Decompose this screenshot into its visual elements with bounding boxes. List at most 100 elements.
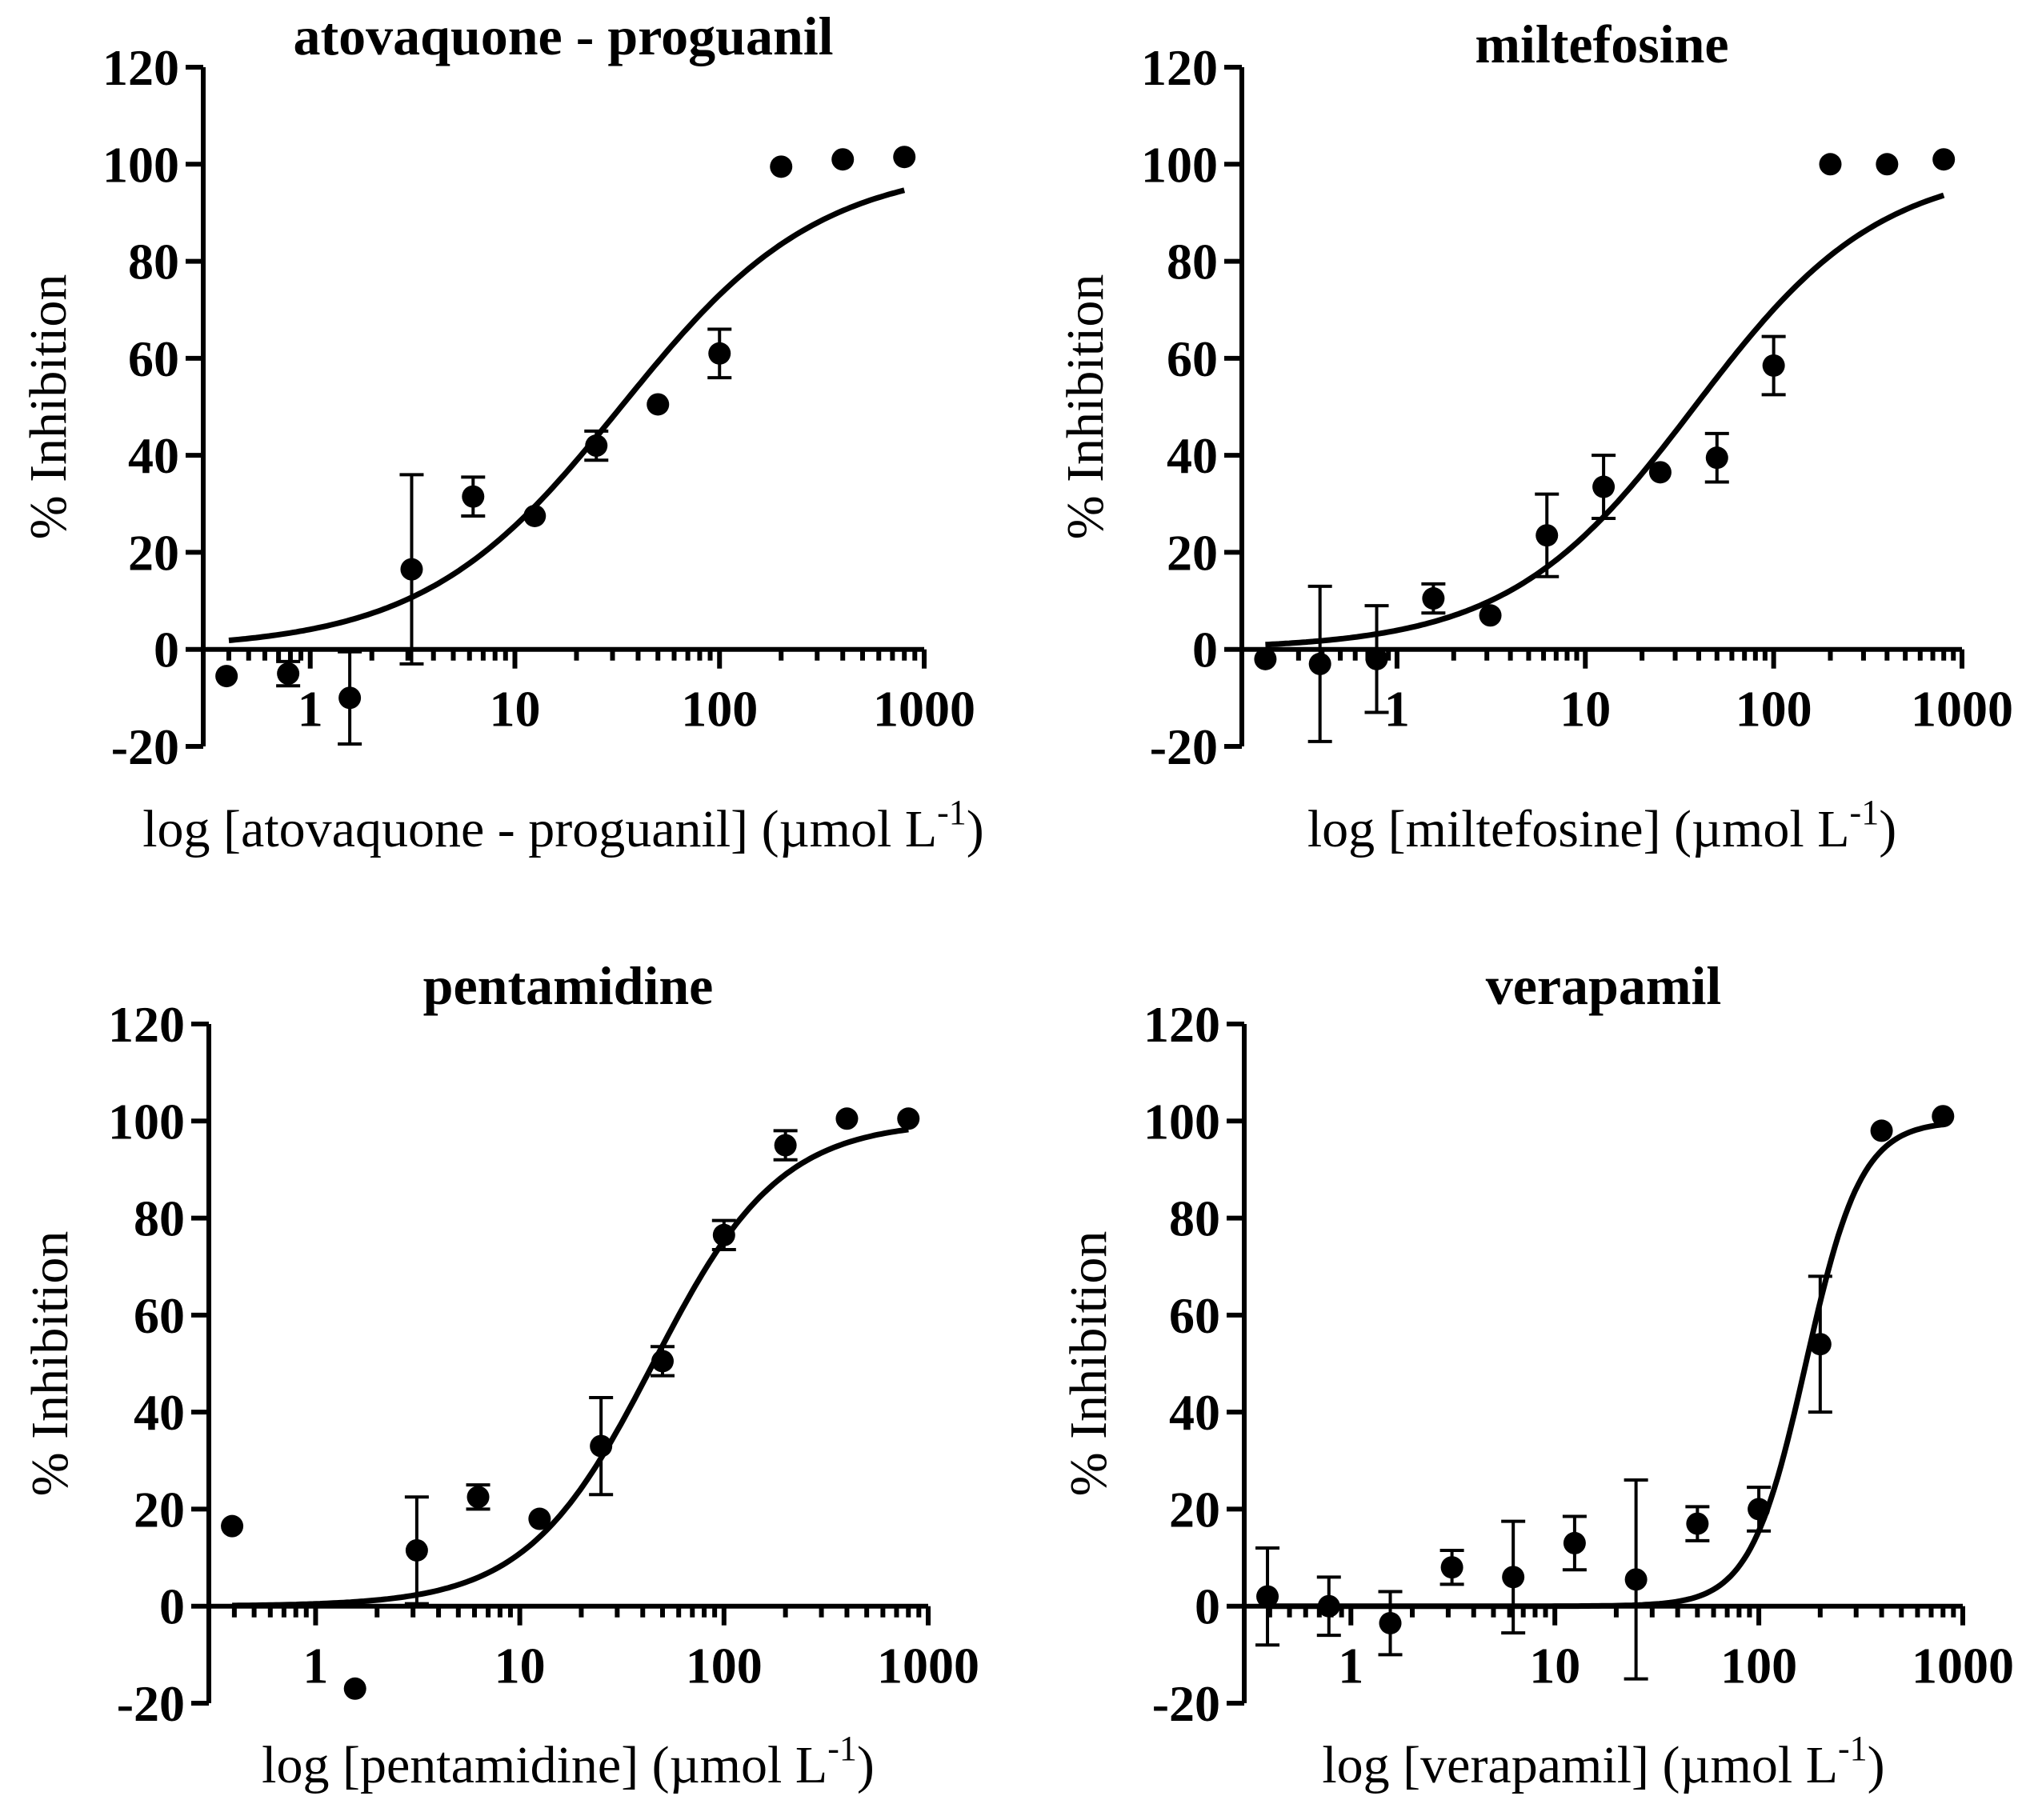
data-point: [462, 485, 485, 508]
data-point: [770, 155, 793, 178]
data-point: [1932, 148, 1956, 171]
fit-curve: [228, 187, 906, 643]
y-tick-label: 80: [134, 1190, 185, 1247]
data-point: [523, 504, 547, 527]
data-point: [585, 434, 608, 458]
y-tick-label: 40: [134, 1384, 185, 1441]
y-tick-label: 40: [128, 427, 179, 484]
fit-curve: [232, 1126, 909, 1609]
chart-panel-3: pentamidine 120 100 80 60 40 20 0 -20 1 10 100 1000%…: [21, 955, 979, 1794]
y-tick-label: 120: [102, 39, 179, 96]
x-axis-label-superscript: -1: [1850, 793, 1880, 832]
data-point: [897, 1107, 920, 1130]
data-point: [1317, 1594, 1340, 1618]
x-axis-label-superscript: -1: [937, 793, 967, 832]
data-point: [277, 662, 300, 686]
data-point: [1876, 153, 1899, 176]
data-point: [338, 686, 362, 710]
data-point: [1308, 652, 1331, 675]
x-axis-label-end: ): [1879, 800, 1896, 858]
x-axis-label-superscript: -1: [827, 1729, 857, 1768]
y-tick-label: 100: [108, 1093, 185, 1150]
data-point: [215, 665, 238, 688]
data-point: [1648, 461, 1672, 484]
data-point: [774, 1134, 797, 1157]
x-axis-label: log [verapamil] (µmol L-1): [1322, 1729, 1884, 1794]
x-tick-label: 1: [298, 681, 323, 738]
y-tick-label: 0: [1195, 1578, 1220, 1635]
y-axis-label: % Inhibition: [19, 274, 78, 540]
chart-title: pentamidine: [423, 955, 714, 1016]
data-point: [1254, 647, 1277, 670]
y-tick-label: 0: [159, 1578, 185, 1635]
data-point: [1479, 604, 1502, 627]
data-point: [1819, 153, 1842, 176]
x-tick-label: 1000: [1911, 681, 2013, 738]
chart-title: verapamil: [1486, 955, 1722, 1016]
x-tick-label: 1000: [1912, 1638, 2014, 1694]
chart-panel-1: atovaquone - proguanil 120 100 80 60 40 20 0 -20…: [19, 6, 984, 858]
y-tick-label: 100: [1143, 1093, 1220, 1150]
y-tick-label: 80: [1169, 1190, 1220, 1247]
data-point: [1592, 475, 1616, 498]
y-tick-label: 120: [1143, 996, 1220, 1053]
chart-title: atovaquone - proguanil: [293, 6, 833, 66]
data-point: [835, 1107, 859, 1130]
data-point: [405, 1538, 428, 1562]
x-tick-label: 100: [1720, 1638, 1797, 1694]
data-point: [400, 558, 423, 581]
x-tick-label: 10: [1560, 681, 1611, 738]
y-tick-label: 100: [102, 136, 179, 193]
chart-panel-2: miltefosine 120 100 80 60 40 20 0 -20 1 10 100 1000%…: [1056, 14, 2013, 858]
y-tick-label: 60: [128, 330, 179, 387]
y-tick-label: 40: [1167, 427, 1218, 484]
x-axis-label-main: log [verapamil] (µmol L: [1322, 1736, 1838, 1794]
x-tick-label: 1: [302, 1638, 328, 1694]
x-axis-label-superscript: -1: [1838, 1729, 1868, 1768]
data-point: [1256, 1585, 1279, 1608]
data-point: [651, 1350, 674, 1373]
chart-panel-4: verapamil 120 100 80 60 40 20 0 -20 1 10 100 1000 % I…: [1059, 955, 2014, 1794]
data-point: [1624, 1568, 1648, 1591]
data-point: [1502, 1566, 1525, 1589]
data-point: [343, 1677, 366, 1700]
data-point: [1379, 1611, 1402, 1634]
data-point: [708, 342, 731, 365]
y-tick-label: 60: [1167, 330, 1218, 387]
data-point: [712, 1223, 735, 1246]
data-point: [1422, 587, 1445, 610]
data-point: [528, 1507, 551, 1530]
data-point: [1932, 1105, 1955, 1128]
data-point: [221, 1514, 244, 1538]
x-tick-label: 100: [681, 681, 758, 738]
y-tick-label: 40: [1169, 1384, 1220, 1441]
x-tick-label: 10: [489, 681, 540, 738]
x-axis-label-end: ): [1868, 1736, 1885, 1794]
y-tick-label: 20: [134, 1481, 185, 1538]
y-tick-label: -20: [1150, 718, 1218, 775]
data-point: [1365, 647, 1388, 670]
fit-curve: [1267, 1122, 1944, 1610]
x-axis-label: log [atovaquone - proguanil] (µmol L-1): [142, 793, 984, 858]
x-tick-label: 10: [494, 1638, 546, 1694]
y-tick-label: 20: [1169, 1481, 1220, 1538]
y-tick-label: 120: [108, 996, 185, 1053]
x-axis-label: log [pentamidine] (µmol L-1): [262, 1729, 875, 1794]
y-tick-label: 80: [1167, 234, 1218, 290]
y-tick-label: -20: [1152, 1675, 1220, 1732]
data-point: [1762, 354, 1785, 377]
x-axis-label: log [miltefosine] (µmol L-1): [1307, 793, 1896, 858]
data-point: [1705, 446, 1728, 470]
y-tick-label: 20: [1167, 524, 1218, 581]
x-tick-label: 1: [1338, 1638, 1363, 1694]
data-point: [1563, 1531, 1586, 1554]
y-tick-label: 60: [1169, 1287, 1220, 1344]
data-point: [1748, 1498, 1771, 1521]
data-point: [1686, 1512, 1709, 1535]
x-axis-label-main: log [miltefosine] (µmol L: [1307, 800, 1850, 858]
data-point: [1536, 524, 1559, 547]
x-tick-label: 10: [1529, 1638, 1580, 1694]
y-axis-label: % Inhibition: [1056, 274, 1115, 540]
x-axis-label-main: log [pentamidine] (µmol L: [262, 1736, 827, 1794]
